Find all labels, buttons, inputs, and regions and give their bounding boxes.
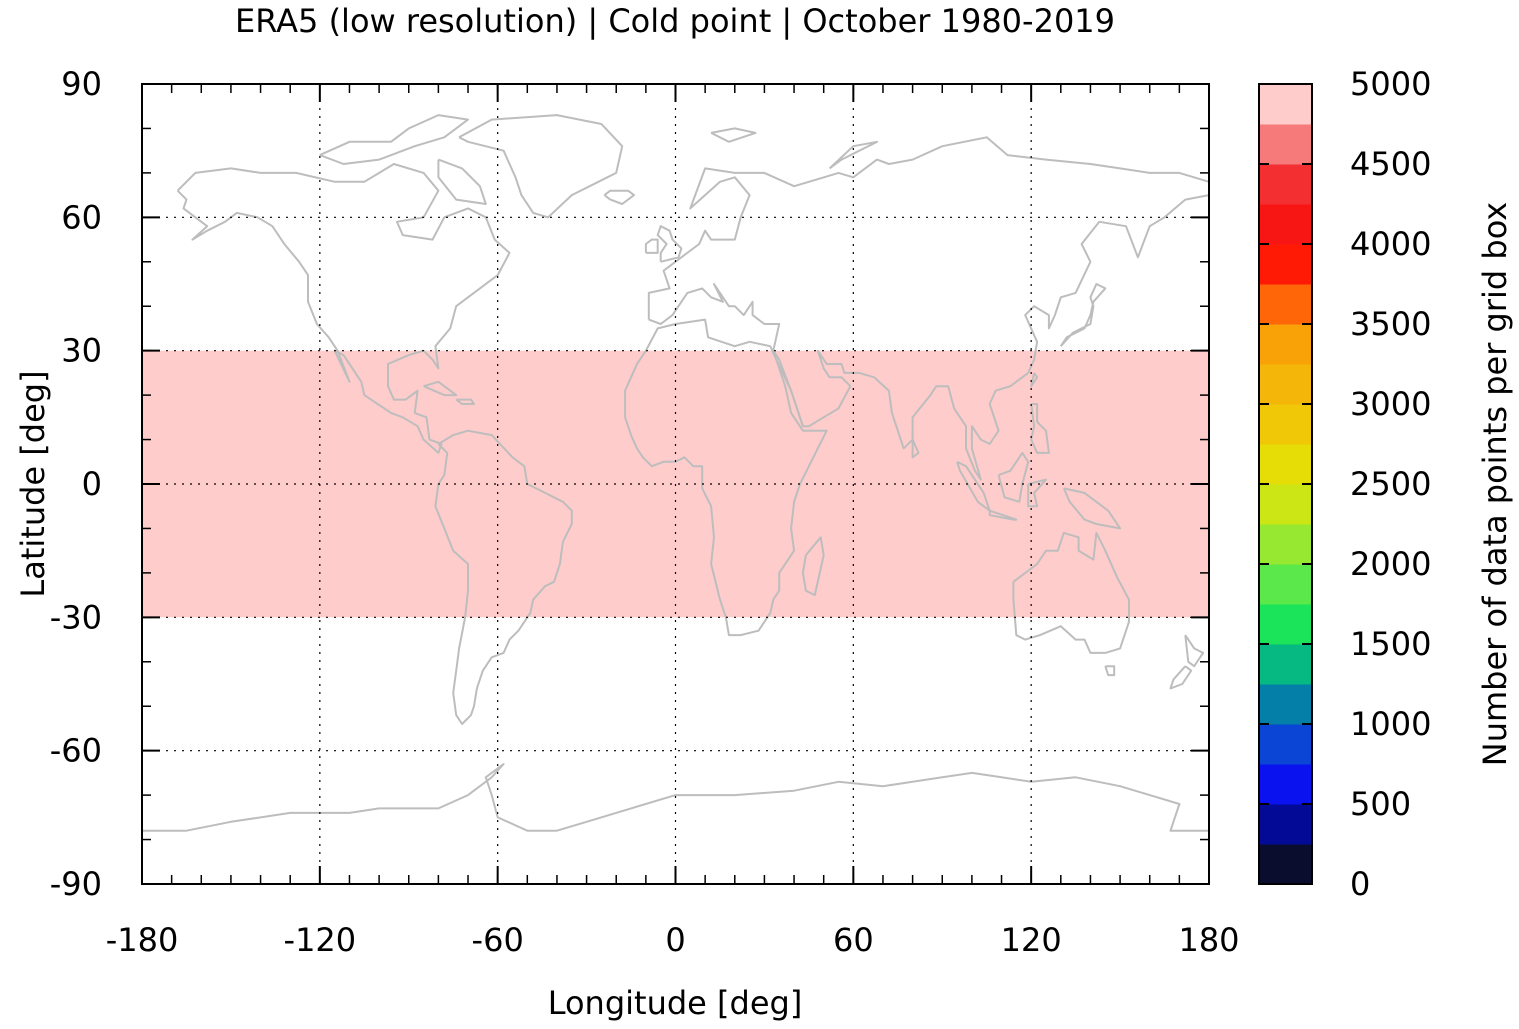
- coastline-path: [710, 127, 757, 143]
- colorbar-level: [1259, 444, 1312, 485]
- colorbar-level: [1259, 324, 1312, 365]
- y-axis-label: Latitude [deg]: [14, 370, 52, 597]
- coastlines: [142, 114, 1210, 832]
- x-tick-label: 60: [833, 921, 874, 959]
- coastline-path: [437, 158, 487, 205]
- coastline-path: [423, 380, 458, 397]
- coastline-path: [603, 189, 635, 205]
- colorbar-tick-label: 4000: [1350, 225, 1431, 263]
- coastline-path: [434, 429, 573, 725]
- colorbar-level: [1259, 404, 1312, 445]
- colorbar-tick-label: 3000: [1350, 385, 1431, 423]
- coastline-path: [644, 238, 659, 254]
- major-ticks: [141, 83, 1210, 885]
- coastline-path: [319, 114, 469, 165]
- coastline-path: [1104, 665, 1116, 677]
- y-tick-label: -30: [50, 598, 102, 636]
- coastline-path: [775, 359, 804, 427]
- colorbar-level: [1259, 244, 1312, 285]
- x-axis-label: Longitude [deg]: [548, 984, 803, 1022]
- colorbar-tick-label: 4500: [1350, 145, 1431, 183]
- colorbar-level: [1259, 124, 1312, 165]
- x-tick-label: -180: [106, 921, 179, 959]
- colorbar-tick-label: 0: [1350, 865, 1370, 903]
- y-tick-label: -60: [50, 732, 102, 770]
- x-tick-label: -60: [472, 921, 524, 959]
- colorbar-level: [1259, 284, 1312, 325]
- colorbar-level: [1259, 644, 1312, 685]
- coastline-path: [1030, 372, 1039, 388]
- y-tick-labels: 90 60 30 0 -30 -60 -90: [50, 65, 102, 903]
- coastline-path: [656, 225, 683, 263]
- coastline-path: [1184, 634, 1205, 668]
- coastline-path: [1059, 283, 1107, 347]
- colorbar-label: Number of data points per grid box: [1476, 202, 1514, 766]
- colorbar-level: [1259, 764, 1312, 805]
- x-tick-labels: -180 -120 -60 0 60 120 180: [106, 921, 1240, 959]
- colorbar-levels: [1259, 84, 1312, 885]
- colorbar-level: [1259, 804, 1312, 845]
- colorbar-tick-label: 5000: [1350, 65, 1431, 103]
- grid-lines: [142, 84, 1209, 884]
- coastline-path: [911, 439, 920, 459]
- plot-frame: [141, 83, 1210, 885]
- coastline-path: [988, 509, 1018, 521]
- coastline-path: [1027, 478, 1047, 508]
- y-tick-label: 60: [61, 198, 102, 236]
- x-tick-label: 180: [1178, 921, 1239, 959]
- coastline-path: [801, 536, 825, 597]
- colorbar-level: [1259, 364, 1312, 405]
- colorbar-tick-label: 1000: [1350, 705, 1431, 743]
- y-tick-label: -90: [50, 865, 102, 903]
- x-tick-label: 120: [1001, 921, 1062, 959]
- colorbar-level: [1259, 164, 1312, 205]
- colorbar-tick-label: 2000: [1350, 545, 1431, 583]
- y-tick-label: 30: [61, 332, 102, 370]
- colorbar-level: [1259, 524, 1312, 565]
- coastline-path: [176, 163, 511, 454]
- coastline-path: [1030, 403, 1050, 454]
- colorbar-level: [1259, 204, 1312, 245]
- colorbar: 0 500 1000 1500 2000 2500 3000 3500 4000 4500 5000…: [1258, 65, 1514, 903]
- colorbar-tick-label: 1500: [1350, 625, 1431, 663]
- colorbar-tick-label: 2500: [1350, 465, 1431, 503]
- colorbar-ticks: [1259, 83, 1312, 885]
- colorbar-frame: [1258, 83, 1313, 885]
- coastline-path: [647, 136, 1210, 481]
- coastline-path: [828, 140, 878, 170]
- chart-title: ERA5 (low resolution) | Cold point | Oct…: [235, 2, 1115, 40]
- coastline-path: [455, 398, 475, 405]
- colorbar-level: [1259, 564, 1312, 605]
- coastline-path: [1062, 487, 1122, 530]
- coastline-path: [997, 451, 1030, 503]
- x-tick-label: -120: [284, 921, 357, 959]
- colorbar-tick-labels: 0 500 1000 1500 2000 2500 3000 3500 4000 4500 5000: [1350, 65, 1431, 903]
- y-tick-label: 90: [61, 65, 102, 103]
- coastline-path: [458, 114, 624, 219]
- colorbar-tick-label: 3500: [1350, 305, 1431, 343]
- coastline-path: [142, 763, 1209, 832]
- colorbar-level: [1259, 84, 1312, 125]
- x-tick-label: 0: [665, 921, 685, 959]
- colorbar-tick-label: 500: [1350, 785, 1411, 823]
- colorbar-level: [1259, 684, 1312, 725]
- colorbar-level: [1259, 484, 1312, 525]
- colorbar-level: [1259, 724, 1312, 765]
- coastline-path: [1169, 665, 1193, 690]
- coastline-path: [624, 318, 828, 637]
- colorbar-level: [1259, 844, 1312, 885]
- map-plot-area: [141, 83, 1210, 885]
- y-tick-label: 0: [82, 465, 102, 503]
- colorbar-level: [1259, 604, 1312, 645]
- coastline-path: [1012, 531, 1130, 654]
